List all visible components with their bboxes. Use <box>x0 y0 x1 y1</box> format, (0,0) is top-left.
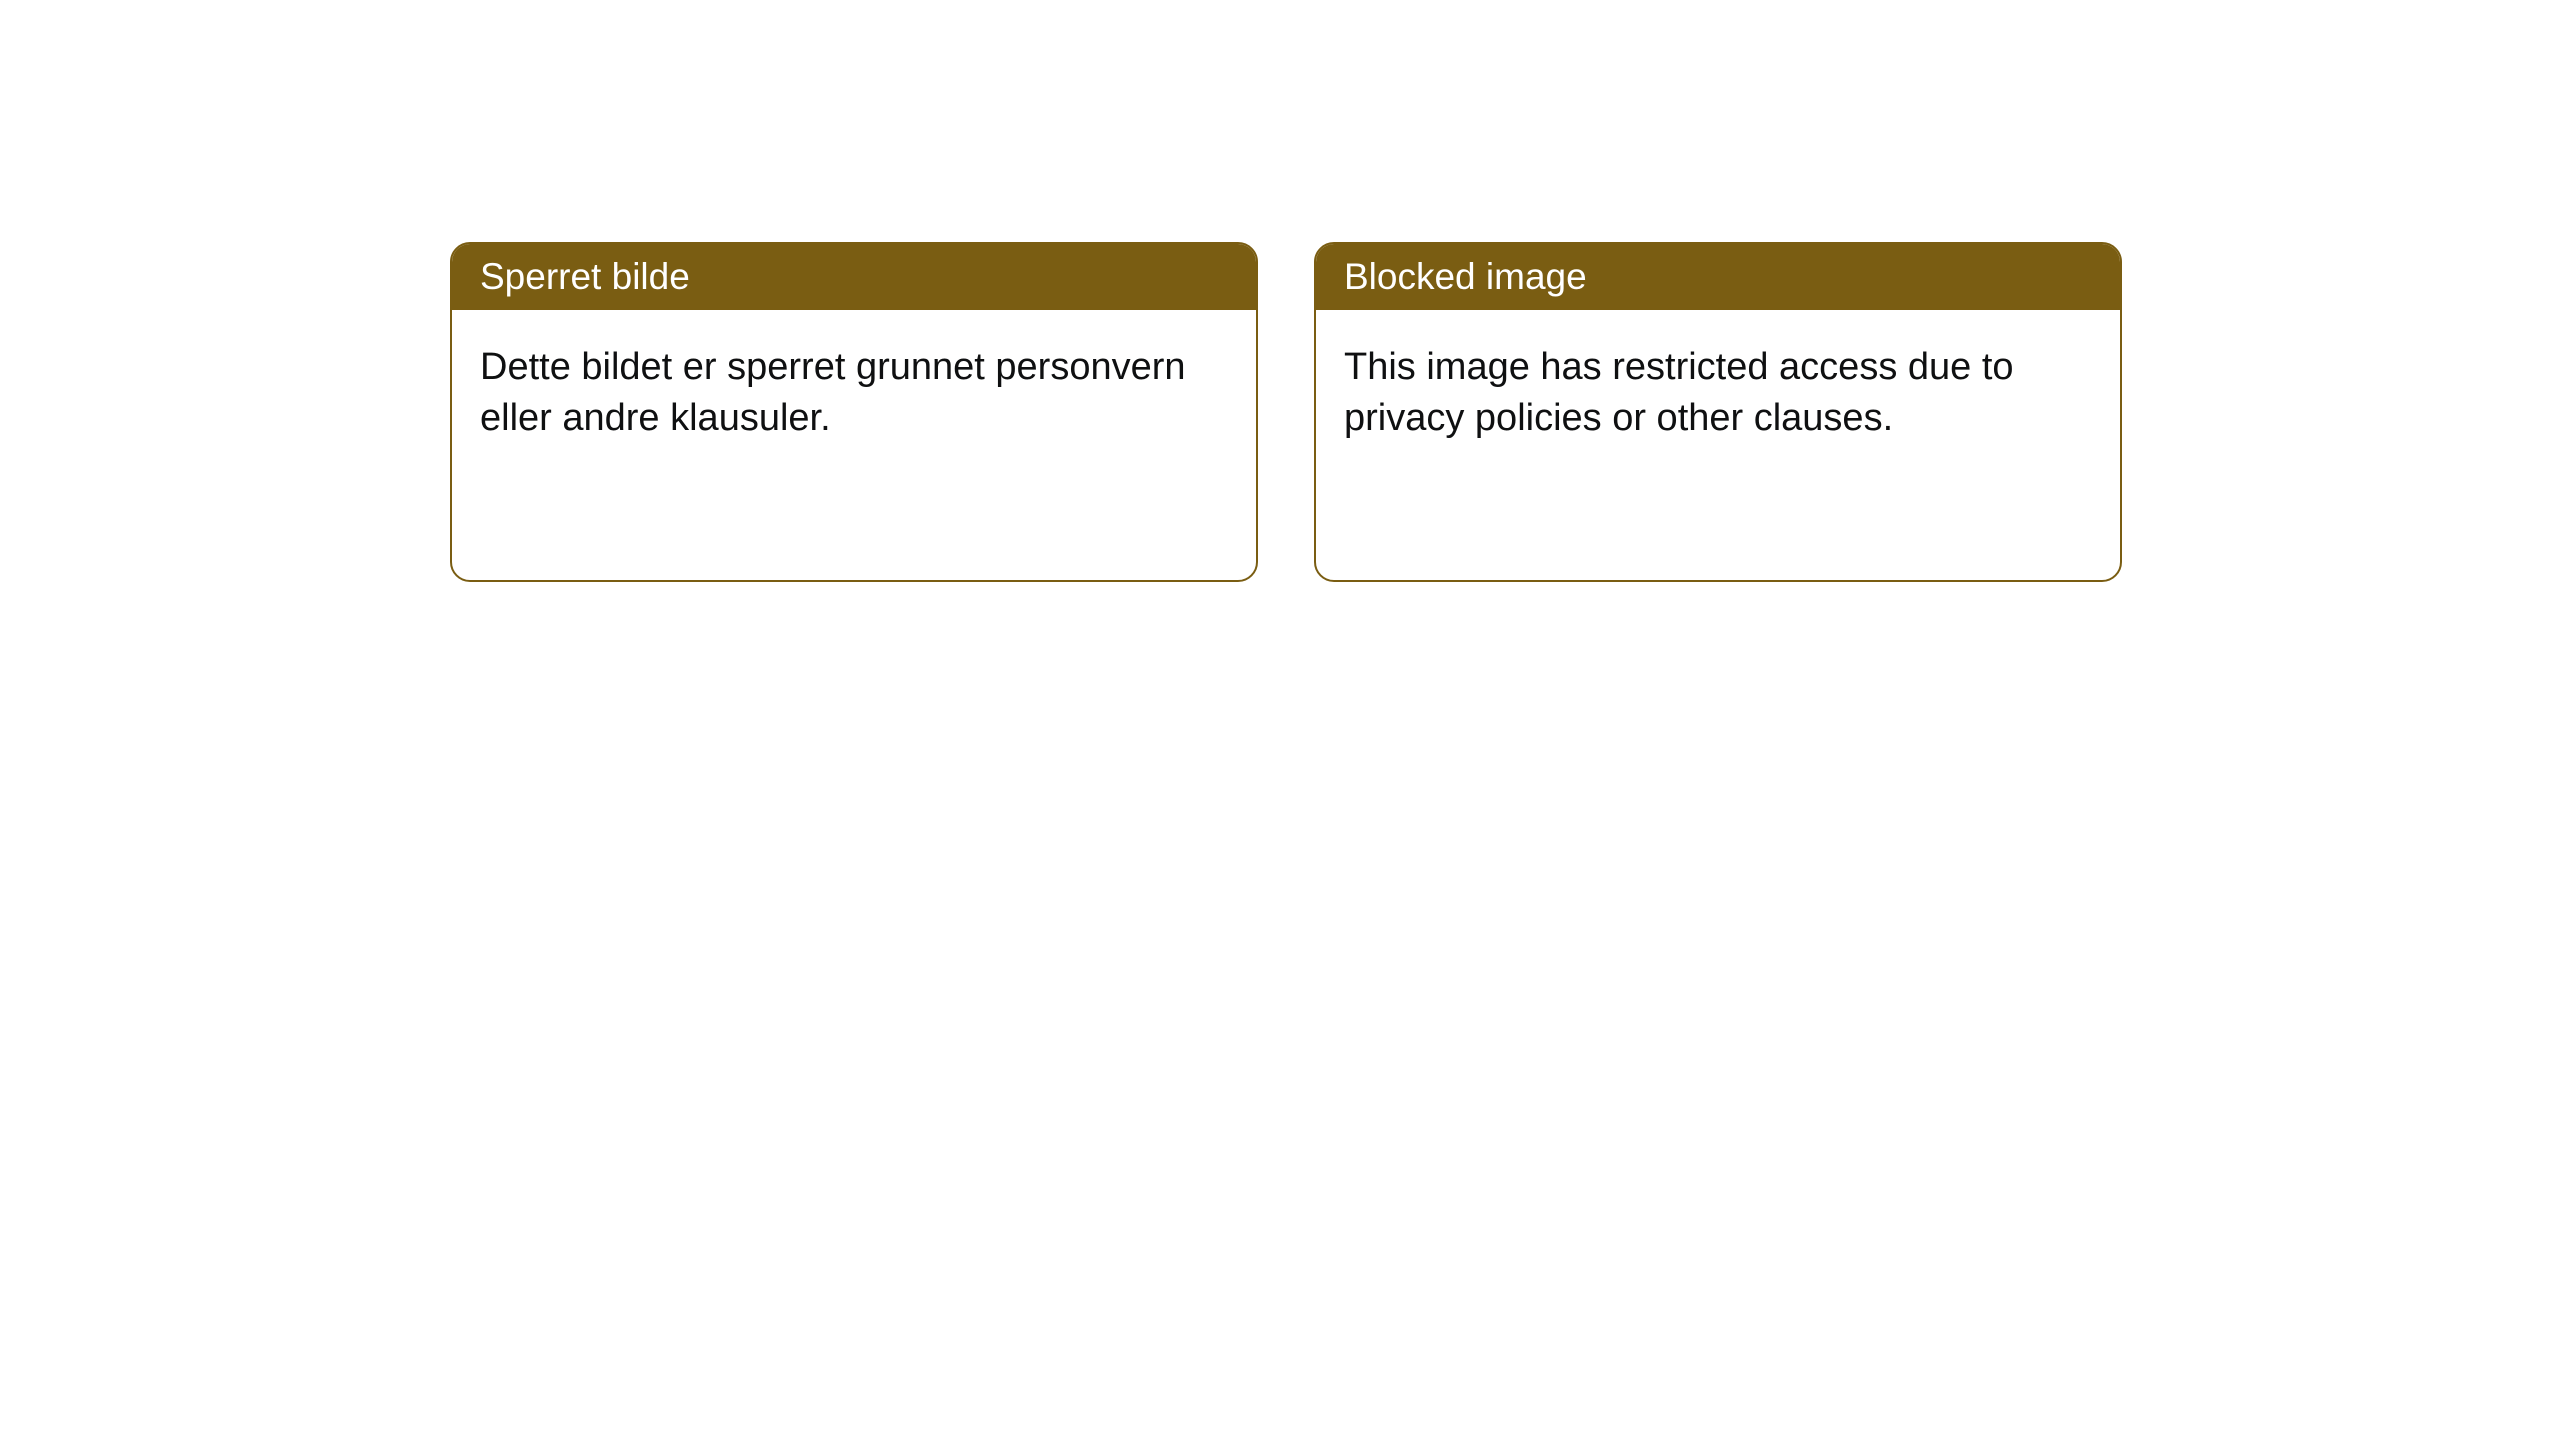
notice-title: Sperret bilde <box>480 256 690 297</box>
notice-title: Blocked image <box>1344 256 1587 297</box>
notice-card-english: Blocked image This image has restricted … <box>1314 242 2122 582</box>
notice-container: Sperret bilde Dette bildet er sperret gr… <box>0 0 2560 582</box>
notice-body: Dette bildet er sperret grunnet personve… <box>452 310 1256 580</box>
notice-header: Sperret bilde <box>452 244 1256 310</box>
notice-body: This image has restricted access due to … <box>1316 310 2120 580</box>
notice-header: Blocked image <box>1316 244 2120 310</box>
notice-body-text: Dette bildet er sperret grunnet personve… <box>480 346 1186 439</box>
notice-body-text: This image has restricted access due to … <box>1344 346 2014 439</box>
notice-card-norwegian: Sperret bilde Dette bildet er sperret gr… <box>450 242 1258 582</box>
